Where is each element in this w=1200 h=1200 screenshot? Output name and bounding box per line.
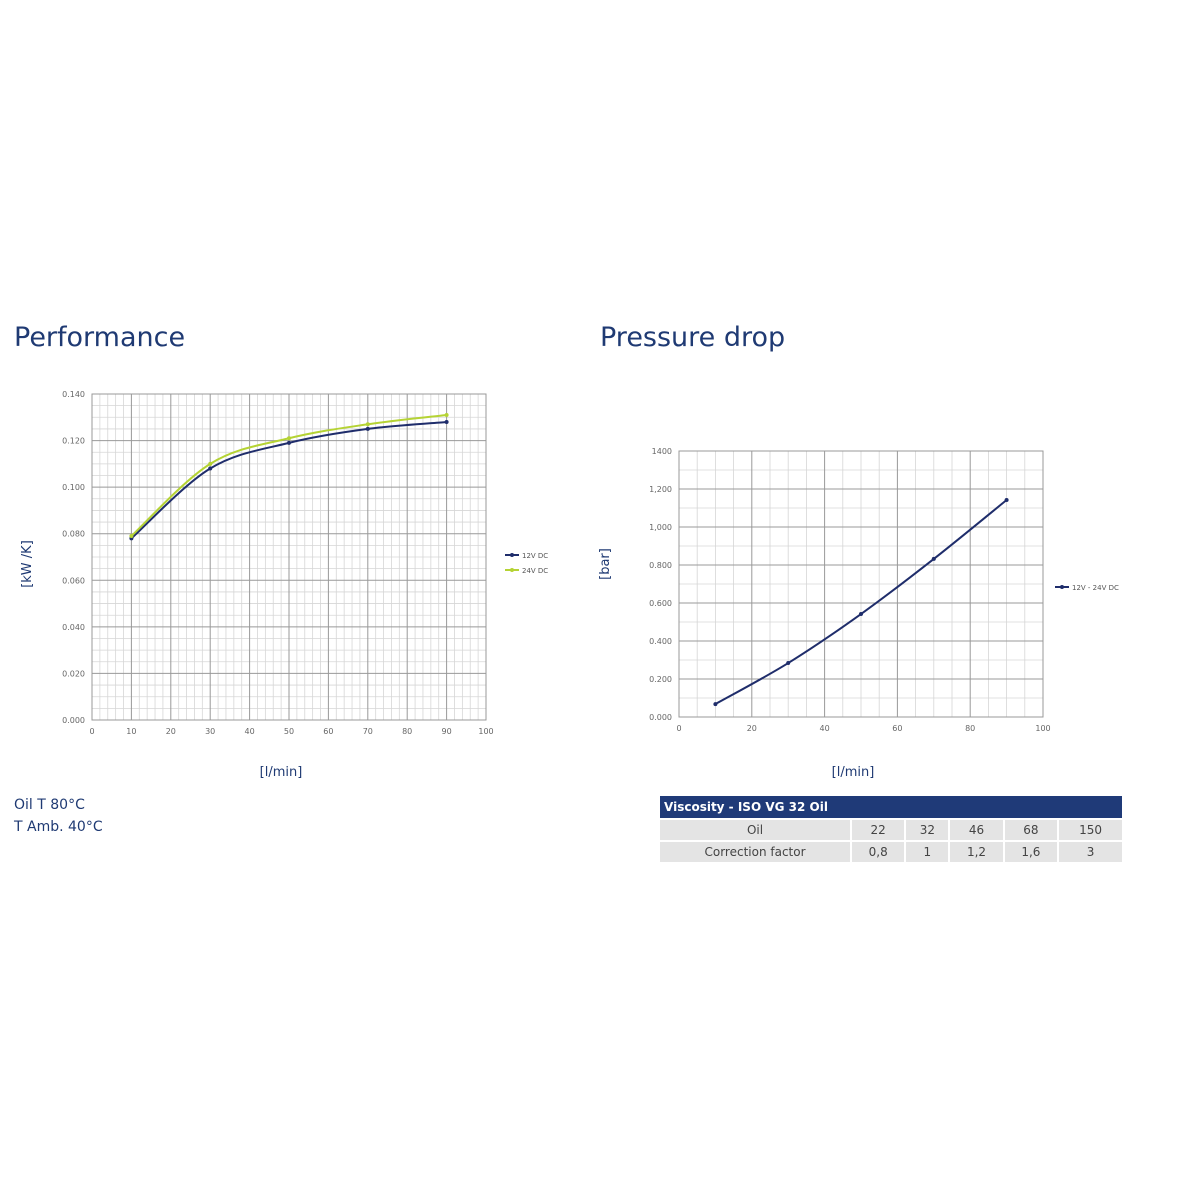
x-tick-label: 0 <box>89 727 94 736</box>
y-tick-label: 1,000 <box>649 523 672 532</box>
chart-title: Pressure drop <box>600 322 786 353</box>
x-tick-label: 20 <box>747 724 757 733</box>
data-point <box>859 612 863 617</box>
chart-title: Performance <box>14 322 186 353</box>
data-point <box>365 422 370 427</box>
data-point <box>287 440 291 445</box>
x-tick-label: 50 <box>284 727 294 736</box>
x-tick-label: 10 <box>126 727 136 736</box>
data-point <box>208 466 213 471</box>
legend-label: 24V DC <box>522 567 548 575</box>
legend-label: 12V DC <box>522 552 548 560</box>
x-axis-label: [l/min] <box>832 765 875 780</box>
note: T Amb. 40°C <box>14 819 103 835</box>
legend-marker <box>1060 585 1064 589</box>
x-tick-label: 30 <box>205 727 215 736</box>
y-tick-label: 0.800 <box>649 561 672 570</box>
data-point <box>129 534 134 539</box>
table-title: Viscosity - ISO VG 32 Oil <box>660 796 1122 818</box>
data-point <box>208 461 213 466</box>
legend-label: 12V - 24V DC <box>1072 584 1119 592</box>
x-tick-label: 70 <box>363 727 373 736</box>
table-cell: Correction factor <box>660 842 850 862</box>
x-tick-label: 80 <box>965 724 975 733</box>
table-cell: 1,2 <box>950 842 1003 862</box>
x-tick-label: 100 <box>1035 724 1050 733</box>
table-cell: 0,8 <box>852 842 905 862</box>
y-tick-label: 0.200 <box>649 675 672 684</box>
table-row: Oil 22 32 46 68 150 <box>660 820 1122 840</box>
y-tick-label: 0.100 <box>62 483 85 492</box>
y-tick-label: 0.000 <box>649 713 672 722</box>
data-point <box>365 426 370 431</box>
y-tick-label: 0.080 <box>62 530 85 539</box>
data-point <box>1004 498 1009 503</box>
y-axis-label: [bar] <box>598 548 613 580</box>
table-cell: 68 <box>1004 820 1058 840</box>
y-tick-label: 0.060 <box>62 576 85 585</box>
x-tick-label: 90 <box>442 727 452 736</box>
table-cell: 1 <box>906 842 949 862</box>
data-point <box>287 436 291 441</box>
y-tick-label: 0.020 <box>62 669 85 678</box>
data-point <box>931 556 936 561</box>
y-tick-label: 0.140 <box>62 390 85 399</box>
x-tick-label: 20 <box>166 727 176 736</box>
x-tick-label: 40 <box>820 724 830 733</box>
y-axis-label: [kW /K] <box>20 540 35 588</box>
legend-marker <box>510 553 514 557</box>
table-cell: 1,6 <box>1004 842 1058 862</box>
y-tick-label: 0.040 <box>62 623 85 632</box>
data-point <box>786 661 791 666</box>
table-row: Correction factor 0,8 1 1,2 1,6 3 <box>660 842 1122 862</box>
y-tick-label: 0.120 <box>62 437 85 446</box>
table-cell: 22 <box>852 820 905 840</box>
series-line <box>130 420 447 540</box>
note: Oil T 80°C <box>14 797 85 813</box>
table-cell: 150 <box>1059 820 1122 840</box>
x-tick-label: 80 <box>402 727 412 736</box>
y-tick-label: 0.400 <box>649 637 672 646</box>
y-tick-label: 1,200 <box>649 485 672 494</box>
y-tick-label: 0.000 <box>62 716 85 725</box>
table-header-row: Viscosity - ISO VG 32 Oil <box>660 796 1122 818</box>
viscosity-table: Viscosity - ISO VG 32 Oil Oil 22 32 46 6… <box>658 794 1124 864</box>
y-tick-label: 0.600 <box>649 599 672 608</box>
data-point <box>444 419 449 424</box>
x-tick-label: 100 <box>478 727 493 736</box>
x-tick-label: 60 <box>323 727 333 736</box>
table-cell: 3 <box>1059 842 1122 862</box>
x-tick-label: 40 <box>245 727 255 736</box>
table-cell: Oil <box>660 820 850 840</box>
x-axis-label: [l/min] <box>260 765 303 780</box>
table-cell: 46 <box>950 820 1003 840</box>
data-point <box>444 412 449 417</box>
legend-marker <box>510 568 514 572</box>
y-tick-label: 1400 <box>652 447 672 456</box>
x-tick-label: 60 <box>892 724 902 733</box>
series-line <box>130 413 447 537</box>
x-tick-label: 0 <box>676 724 681 733</box>
data-point <box>713 702 718 707</box>
table-cell: 32 <box>906 820 949 840</box>
